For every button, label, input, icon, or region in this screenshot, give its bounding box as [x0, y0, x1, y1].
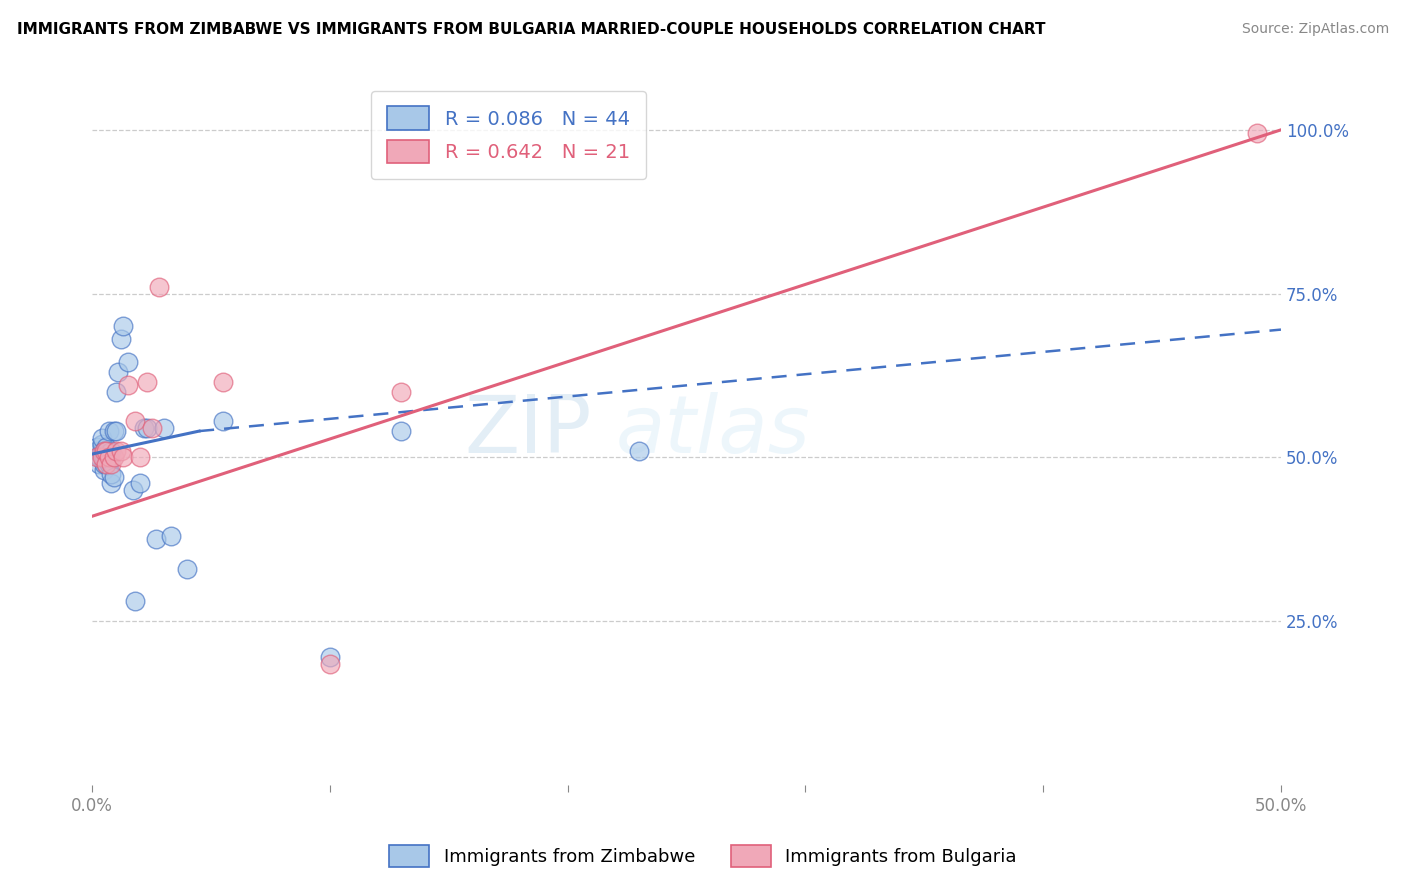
Point [135, 375, 157, 389]
Point [90, 447, 112, 461]
Point [93, 463, 115, 477]
Point [148, 280, 170, 294]
Point [100, 476, 122, 491]
Point [93, 450, 115, 465]
Point [319, 657, 342, 671]
Point [86, 441, 108, 455]
Point [93, 457, 115, 471]
Point [627, 443, 650, 458]
Point [112, 319, 135, 334]
Point [159, 529, 181, 543]
Point [124, 414, 146, 428]
Point [124, 594, 146, 608]
Point [128, 450, 150, 465]
Point [135, 421, 157, 435]
Point [152, 421, 174, 435]
Point [97, 424, 120, 438]
Point [100, 467, 122, 481]
Point [134, 421, 156, 435]
Text: Source: ZipAtlas.com: Source: ZipAtlas.com [1241, 22, 1389, 37]
Legend: R = 0.086   N = 44, R = 0.642   N = 21: R = 0.086 N = 44, R = 0.642 N = 21 [371, 91, 645, 179]
Point [176, 561, 198, 575]
Point [121, 483, 143, 497]
Point [389, 384, 412, 399]
Point [145, 532, 167, 546]
Point [96, 441, 118, 455]
Point [93, 443, 115, 458]
Point [83, 447, 105, 461]
Point [110, 333, 132, 347]
Point [90, 431, 112, 445]
Point [89, 457, 111, 471]
Point [104, 424, 127, 438]
Point [141, 421, 163, 435]
Point [212, 414, 235, 428]
Point [104, 443, 127, 458]
Point [89, 450, 111, 465]
Point [389, 424, 412, 438]
Point [97, 457, 120, 471]
Point [96, 450, 118, 465]
Point [96, 457, 118, 471]
Point [90, 450, 112, 465]
Point [97, 453, 120, 467]
Text: ZIP: ZIP [464, 392, 592, 470]
Point [117, 355, 139, 369]
Point [104, 384, 127, 399]
Text: atlas: atlas [616, 392, 810, 470]
Point [96, 457, 118, 471]
Point [1246, 126, 1268, 140]
Point [90, 443, 112, 458]
Point [97, 450, 120, 465]
Point [103, 424, 125, 438]
Point [96, 447, 118, 461]
Point [110, 443, 132, 458]
Point [90, 437, 112, 451]
Point [212, 375, 235, 389]
Point [128, 476, 150, 491]
Point [103, 450, 125, 465]
Point [112, 450, 135, 465]
Point [86, 443, 108, 458]
Point [117, 378, 139, 392]
Text: IMMIGRANTS FROM ZIMBABWE VS IMMIGRANTS FROM BULGARIA MARRIED-COUPLE HOUSEHOLDS C: IMMIGRANTS FROM ZIMBABWE VS IMMIGRANTS F… [17, 22, 1046, 37]
Point [96, 443, 118, 458]
Legend: Immigrants from Zimbabwe, Immigrants from Bulgaria: Immigrants from Zimbabwe, Immigrants fro… [382, 838, 1024, 874]
Point [319, 650, 342, 665]
Point [86, 450, 108, 465]
Point [100, 443, 122, 458]
Point [93, 443, 115, 458]
Point [103, 470, 125, 484]
Point [100, 457, 122, 471]
Point [107, 365, 129, 379]
